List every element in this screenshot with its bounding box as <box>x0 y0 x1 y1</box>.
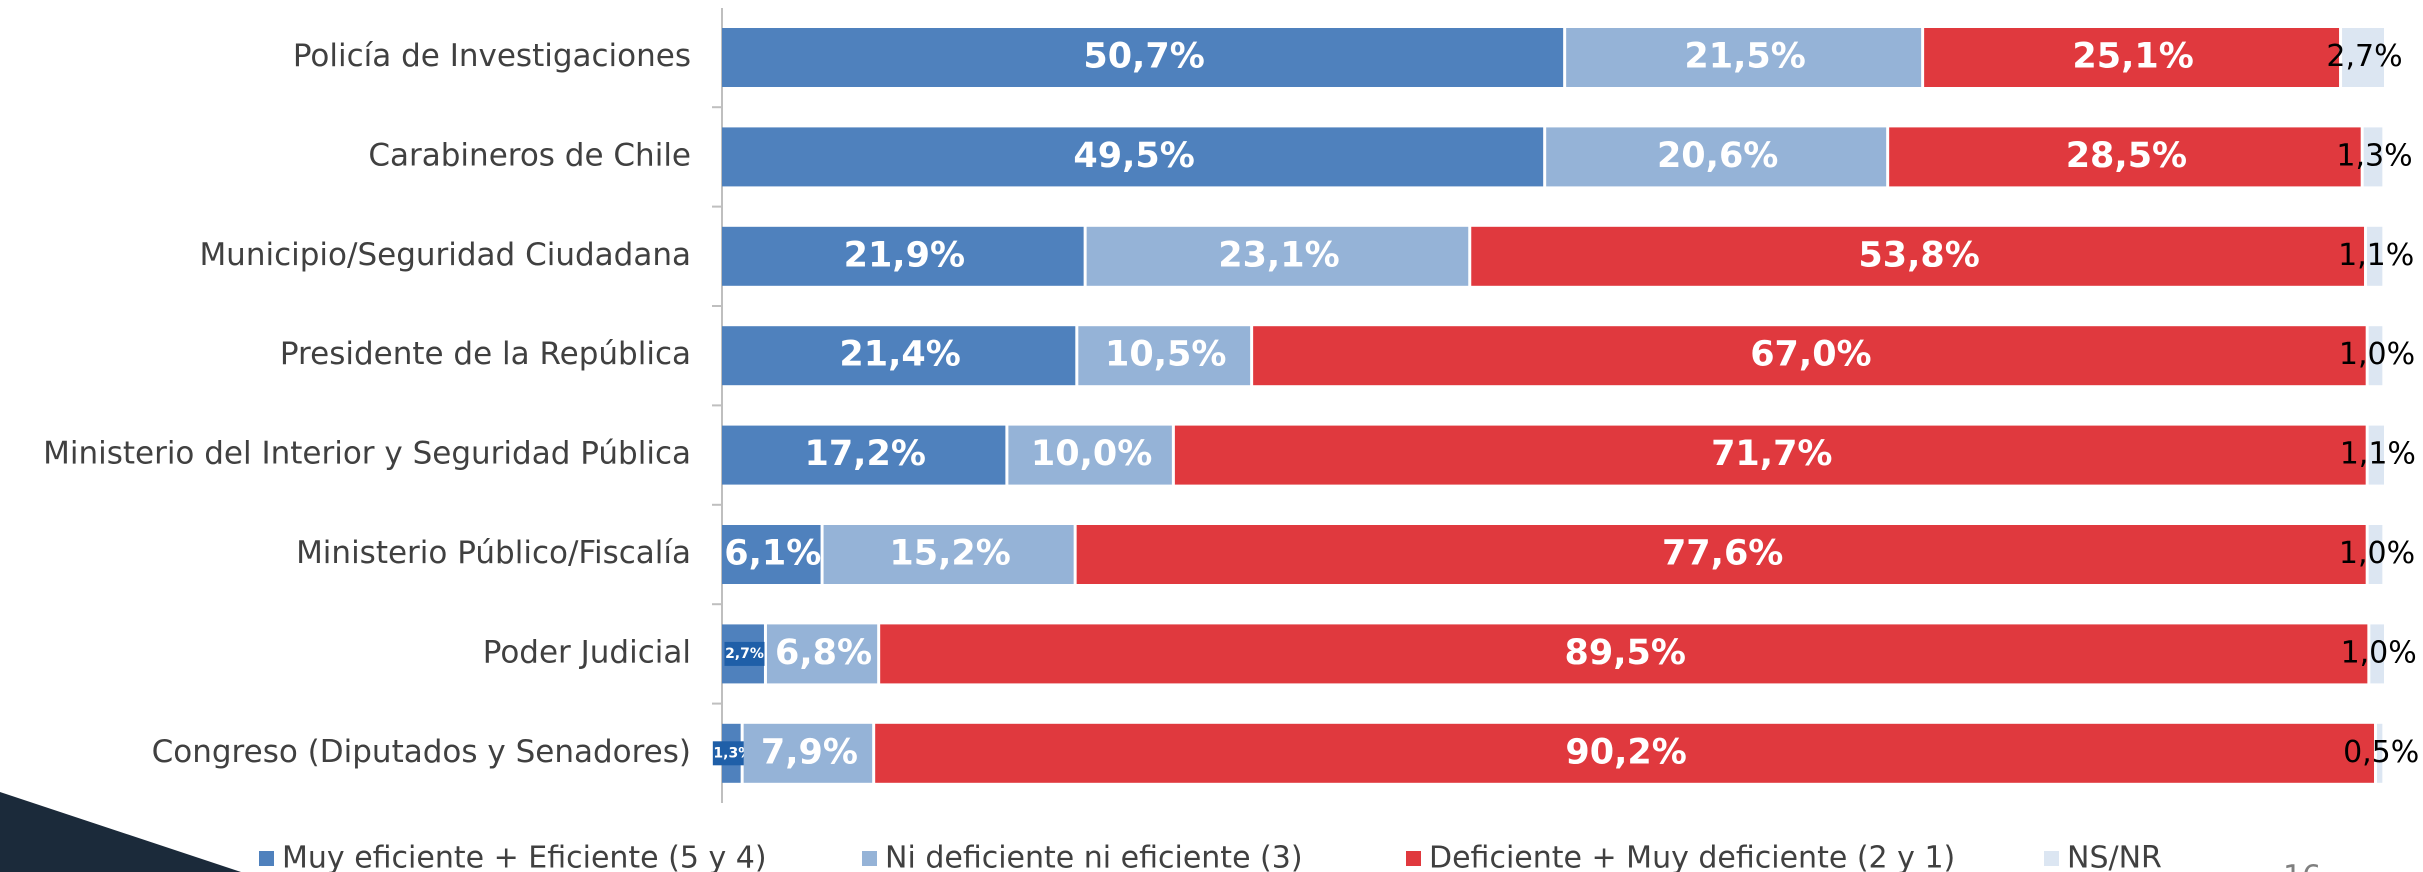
bar-segment <box>722 525 821 584</box>
bar-segment <box>2368 425 2384 485</box>
bar-segment <box>722 326 1076 386</box>
value-label: 53,8% <box>1858 235 1979 275</box>
bar-segment <box>2368 525 2383 584</box>
value-label: 28,5% <box>2066 136 2187 176</box>
value-label: 1,0% <box>2339 536 2415 571</box>
legend-label: Muy eficiente + Eficiente (5 y 4) <box>282 841 767 872</box>
bar-segment <box>1008 425 1172 485</box>
legend-swatch <box>2044 851 2059 866</box>
value-label: 77,6% <box>1662 534 1783 574</box>
value-label: 2,7% <box>725 646 764 662</box>
bar-segment <box>1078 326 1251 386</box>
value-label: 1,1% <box>2338 238 2414 273</box>
bar-segment <box>2367 226 2383 286</box>
category-label: Municipio/Seguridad Ciudadana <box>199 237 691 273</box>
legend-swatch <box>1406 851 1421 866</box>
category-label: Ministerio del Interior y Seguridad Públ… <box>43 436 691 472</box>
category-label: Presidente de la República <box>280 336 691 372</box>
value-label: 1,3% <box>713 745 752 761</box>
bar-segment <box>1253 326 2366 386</box>
bar-segment <box>880 624 2368 684</box>
bar-segment <box>2370 624 2384 684</box>
bar-segment <box>1889 127 2361 187</box>
label-box <box>724 641 765 666</box>
bar-segment <box>766 624 878 684</box>
decoration <box>0 792 241 872</box>
bar-segment <box>875 723 2375 783</box>
bar-segment <box>722 28 1564 87</box>
value-label: 7,9% <box>761 732 858 772</box>
legend-swatch <box>862 851 877 866</box>
legend-label: Ni deficiente ni eficiente (3) <box>885 841 1303 872</box>
value-label: 1,0% <box>2339 337 2415 372</box>
bar-segment <box>1546 127 1887 187</box>
bar-segment <box>2342 28 2384 87</box>
category-label: Ministerio Público/Fiscalía <box>296 535 691 571</box>
value-label: 25,1% <box>2072 37 2193 77</box>
value-label: 49,5% <box>1073 136 1194 176</box>
value-label: 20,6% <box>1657 136 1778 176</box>
value-label: 15,2% <box>889 534 1010 574</box>
value-label: 71,7% <box>1711 434 1832 474</box>
bar-segment <box>1924 28 2340 87</box>
value-label: 17,2% <box>804 434 925 474</box>
value-label: 23,1% <box>1218 235 1339 275</box>
bar-segment <box>722 425 1006 485</box>
category-label: Policía de Investigaciones <box>293 38 691 74</box>
value-label: 90,2% <box>1565 732 1686 772</box>
value-label: 0,5% <box>2343 735 2419 770</box>
value-label: 67,0% <box>1750 335 1871 375</box>
value-label: 1,0% <box>2341 635 2417 670</box>
page-number: 16 <box>2283 860 2321 872</box>
bar-segment <box>2368 326 2383 386</box>
value-label: 6,1% <box>724 534 821 574</box>
category-label: Congreso (Diputados y Senadores) <box>152 734 691 770</box>
legend-label: NS/NR <box>2067 841 2162 872</box>
category-label: Carabineros de Chile <box>368 137 691 173</box>
value-label: 2,7% <box>2326 39 2402 74</box>
value-label: 1,3% <box>2336 138 2412 173</box>
bar-segment <box>1566 28 1922 87</box>
bar-segment <box>2377 723 2383 783</box>
bar-segment <box>1076 525 2366 584</box>
value-label: 50,7% <box>1083 37 1204 77</box>
bar-segment <box>1471 226 2365 286</box>
value-label: 10,5% <box>1105 335 1226 375</box>
value-label: 1,1% <box>2340 437 2416 472</box>
category-label: Poder Judicial <box>483 634 691 670</box>
value-label: 21,4% <box>839 335 960 375</box>
value-label: 21,9% <box>844 235 965 275</box>
value-label: 6,8% <box>775 633 872 673</box>
bar-segment <box>743 723 873 783</box>
bar-segment <box>823 525 1074 584</box>
value-label: 10,0% <box>1031 434 1152 474</box>
bar-segment <box>1086 226 1469 286</box>
legend-swatch <box>259 851 274 866</box>
legend-label: Deficiente + Muy deficiente (2 y 1) <box>1429 841 1955 872</box>
value-label: 89,5% <box>1565 633 1686 673</box>
value-label: 21,5% <box>1684 37 1805 77</box>
bar-segment <box>722 127 1544 187</box>
bar-segment <box>1174 425 2366 485</box>
bar-segment <box>2363 127 2383 187</box>
bar-segment <box>722 226 1084 286</box>
